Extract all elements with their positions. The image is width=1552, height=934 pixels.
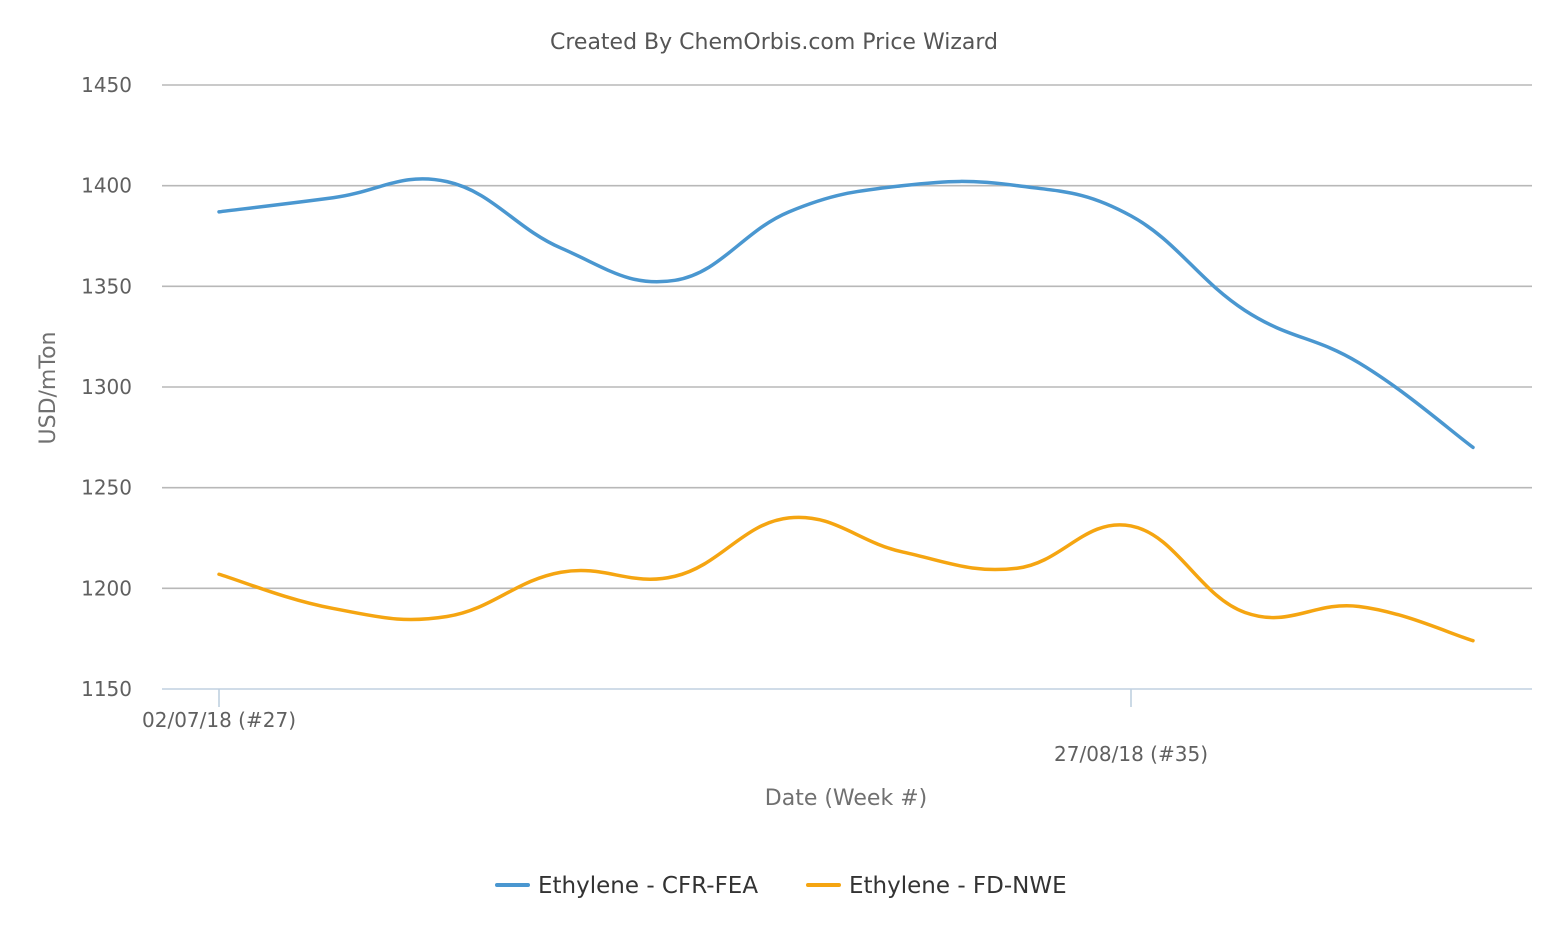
gridlines: [162, 84, 1532, 590]
y-tick-label-1400: 1400: [81, 174, 132, 198]
legend: Ethylene - CFR-FEA Ethylene - FD-NWE: [495, 873, 1067, 899]
legend-label: Ethylene - CFR-FEA: [538, 873, 758, 899]
series-line-1: [217, 177, 1475, 450]
x-tick-label: 02/07/18 (#27): [142, 708, 296, 732]
y-tick-label-1350: 1350: [81, 274, 132, 298]
y-tick-label-1450: 1450: [81, 73, 132, 97]
y-tick-label-1250: 1250: [81, 476, 132, 500]
y-tick-label-1150: 1150: [81, 677, 132, 701]
legend-item-2[interactable]: Ethylene - FD-NWE: [806, 873, 1067, 899]
y-axis-ticks: 1150 1200 1250 1300 1350 1400 1450: [81, 73, 132, 701]
legend-item-1[interactable]: Ethylene - CFR-FEA: [495, 873, 758, 899]
x-axis-title: Date (Week #): [765, 786, 927, 811]
y-tick-label-1200: 1200: [81, 576, 132, 600]
y-axis-title: USD/mTon: [36, 332, 61, 445]
y-tick-label-1300: 1300: [81, 375, 132, 399]
series-line-2: [217, 515, 1475, 643]
x-tick-label: 27/08/18 (#35): [1054, 742, 1208, 766]
legend-label: Ethylene - FD-NWE: [849, 873, 1067, 899]
x-axis: 02/07/18 (#27) 27/08/18 (#35): [142, 688, 1532, 766]
chart-title: Created By ChemOrbis.com Price Wizard: [550, 30, 998, 55]
series-lines: [217, 177, 1475, 643]
